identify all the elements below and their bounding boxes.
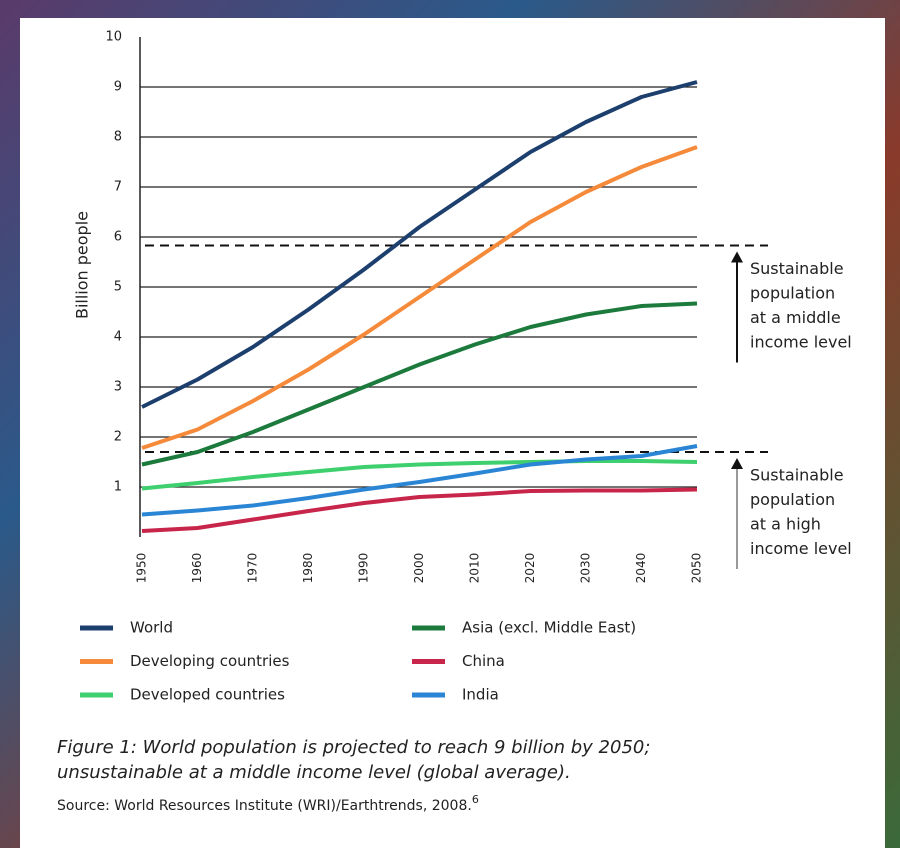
caption: unsustainable at a middle income level (… (57, 762, 571, 783)
y-tick-label: 10 (105, 30, 122, 45)
source-note: 6 (472, 793, 479, 806)
annotation-text: population (750, 490, 835, 509)
x-tick-label: 2010 (468, 553, 482, 584)
panel (20, 18, 885, 848)
legend-label: Developing countries (130, 652, 290, 670)
x-tick-label: 1950 (135, 553, 149, 584)
series-line (141, 301, 698, 467)
annotation-text: income level (750, 539, 852, 558)
y-tick-label: 7 (114, 180, 122, 195)
y-tick-label: 5 (114, 280, 122, 295)
annotation-text: at a middle (750, 308, 841, 327)
x-tick-label: 1960 (190, 553, 204, 584)
x-tick-label: 1980 (301, 553, 315, 584)
y-tick-label: 9 (114, 80, 122, 95)
y-tick-label: 6 (114, 230, 122, 245)
x-tick-label: 2040 (634, 553, 648, 584)
legend-label: Asia (excl. Middle East) (462, 619, 636, 637)
x-tick-label: 1990 (357, 553, 371, 584)
x-tick-label: 2030 (579, 553, 593, 584)
series-line (141, 80, 698, 409)
x-tick-label: 1970 (246, 553, 260, 584)
annotation-text: income level (750, 333, 852, 352)
x-tick-label: 2000 (412, 553, 426, 584)
arrow-head (731, 251, 743, 263)
y-tick-label: 8 (114, 130, 122, 145)
y-tick-label: 3 (114, 380, 122, 395)
annotation-text: Sustainable (750, 259, 844, 278)
source-text: Source: World Resources Institute (WRI)/… (57, 798, 472, 814)
legend-label: Developed countries (130, 686, 285, 704)
series-line (141, 145, 698, 450)
legend-label: India (462, 686, 499, 704)
y-tick-label: 2 (114, 430, 122, 445)
legend-label: China (462, 652, 505, 670)
caption: Figure 1: World population is projected … (57, 737, 650, 758)
y-tick-label: 1 (114, 480, 122, 495)
y-tick-label: 4 (114, 330, 122, 345)
series-line (141, 459, 698, 491)
x-tick-label: 2050 (690, 553, 704, 584)
annotation-text: at a high (750, 515, 821, 534)
source: Source: World Resources Institute (WRI)/… (57, 793, 479, 814)
x-tick-label: 2020 (523, 553, 537, 584)
arrow-head (731, 458, 743, 469)
y-axis-label: Billion people (73, 211, 92, 319)
series-line (141, 487, 698, 533)
legend-label: World (130, 619, 173, 637)
annotation-text: Sustainable (750, 466, 844, 485)
annotation-text: population (750, 284, 835, 303)
series-line (141, 444, 698, 517)
